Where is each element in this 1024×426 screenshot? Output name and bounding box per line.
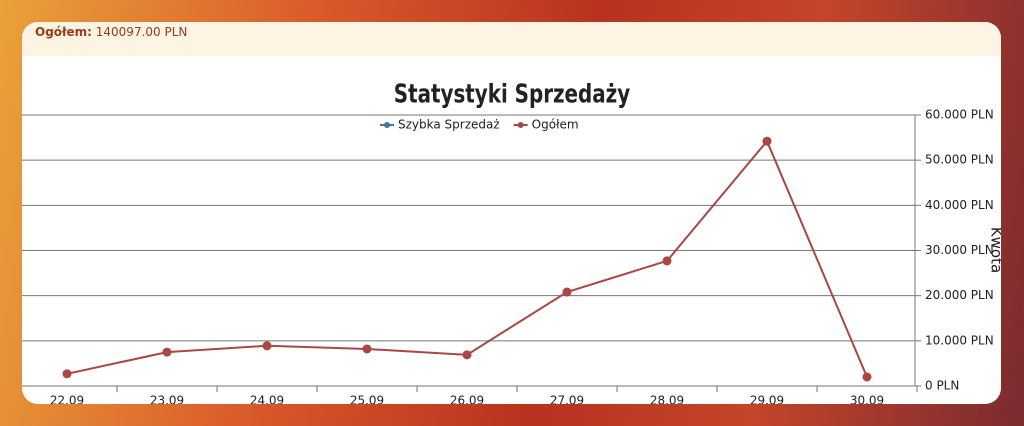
chart: Statystyki Sprzedaży Kwota 0 PLN 10.000 P… xyxy=(22,79,1002,405)
summary-value: 140097.00 PLN xyxy=(95,25,188,39)
y-tick-label: 50.000 PLN xyxy=(925,153,994,167)
x-tick-label: 28.09 xyxy=(650,394,684,405)
x-tick-label: 27.09 xyxy=(550,394,584,405)
data-point xyxy=(62,369,72,379)
y-tick-label: 20.000 PLN xyxy=(925,288,994,302)
data-point xyxy=(562,287,572,297)
legend-marker xyxy=(384,122,390,128)
y-axis-title: Kwota xyxy=(988,227,1002,273)
y-tick-label: 60.000 PLN xyxy=(925,108,994,122)
legend-label: Ogółem xyxy=(532,118,579,132)
data-point xyxy=(362,344,372,354)
y-tick-label: 40.000 PLN xyxy=(925,198,994,212)
y-tick-label: 30.000 PLN xyxy=(925,243,994,257)
summary-label: Ogółem: xyxy=(35,25,92,39)
data-point xyxy=(262,341,272,351)
summary: Ogółem: 140097.00 PLN xyxy=(35,25,187,39)
x-tick-label: 24.09 xyxy=(250,394,284,405)
x-tick-label: 25.09 xyxy=(350,394,384,405)
data-point xyxy=(162,347,172,357)
data-point xyxy=(762,136,772,146)
legend-label: Szybka Sprzedaż xyxy=(398,118,500,132)
card: Ogółem: 140097.00 PLN Statystyki Sprzeda… xyxy=(22,22,1001,404)
data-point xyxy=(662,256,672,266)
x-tick-label: 22.09 xyxy=(50,394,84,405)
x-tick-label: 23.09 xyxy=(150,394,184,405)
x-tick-label: 30.09 xyxy=(850,394,884,405)
data-point xyxy=(462,350,472,360)
x-tick-label: 29.09 xyxy=(750,394,784,405)
data-point xyxy=(862,372,872,382)
chart-title: Statystyki Sprzedaży xyxy=(394,79,630,109)
series-line xyxy=(66,139,868,378)
summary-strip: Ogółem: 140097.00 PLN xyxy=(22,22,1001,56)
y-tick-label: 0 PLN xyxy=(925,379,959,393)
y-tick-label: 10.000 PLN xyxy=(925,333,994,347)
x-tick-label: 26.09 xyxy=(450,394,484,405)
legend-marker xyxy=(517,122,524,128)
